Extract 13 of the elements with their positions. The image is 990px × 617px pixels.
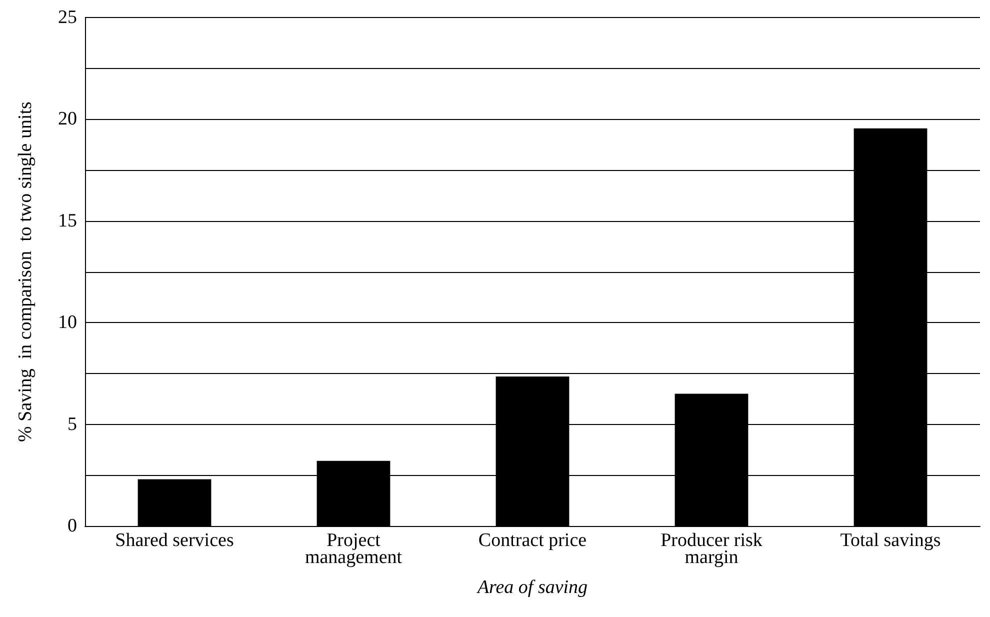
y-tick-label: 0 bbox=[68, 516, 77, 536]
y-axis-title: % Saving in comparison to two single units bbox=[15, 102, 36, 442]
y-tick-label: 20 bbox=[58, 108, 77, 130]
x-tick-label: Contract price bbox=[478, 530, 587, 551]
y-tick-label: 15 bbox=[58, 210, 77, 232]
y-tick-label: 10 bbox=[58, 312, 77, 334]
x-axis-title: Area of saving bbox=[475, 577, 588, 598]
x-tick-label: Producer risk margin bbox=[660, 530, 763, 568]
x-tick-label: Shared services bbox=[115, 530, 234, 551]
y-tick-label: 5 bbox=[68, 414, 77, 435]
x-tick-label: Project management bbox=[304, 530, 403, 568]
y-tick-label: 25 bbox=[58, 7, 77, 28]
x-tick-label: Total savings bbox=[840, 530, 941, 551]
